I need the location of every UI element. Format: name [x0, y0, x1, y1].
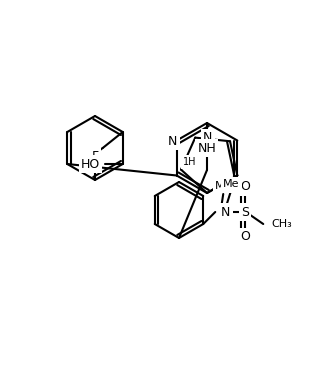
Text: NH: NH — [197, 141, 216, 155]
Text: 1H: 1H — [183, 156, 197, 167]
Text: N: N — [168, 135, 177, 148]
Text: N: N — [203, 131, 213, 144]
Text: O: O — [240, 181, 250, 193]
Text: O: O — [240, 230, 250, 244]
Text: Me: Me — [215, 181, 231, 191]
Text: S: S — [241, 205, 249, 219]
Text: HO: HO — [81, 158, 100, 170]
Text: Me: Me — [223, 179, 239, 189]
Text: F: F — [91, 150, 99, 162]
Text: CH₃: CH₃ — [271, 219, 292, 229]
Text: N: N — [221, 205, 231, 219]
